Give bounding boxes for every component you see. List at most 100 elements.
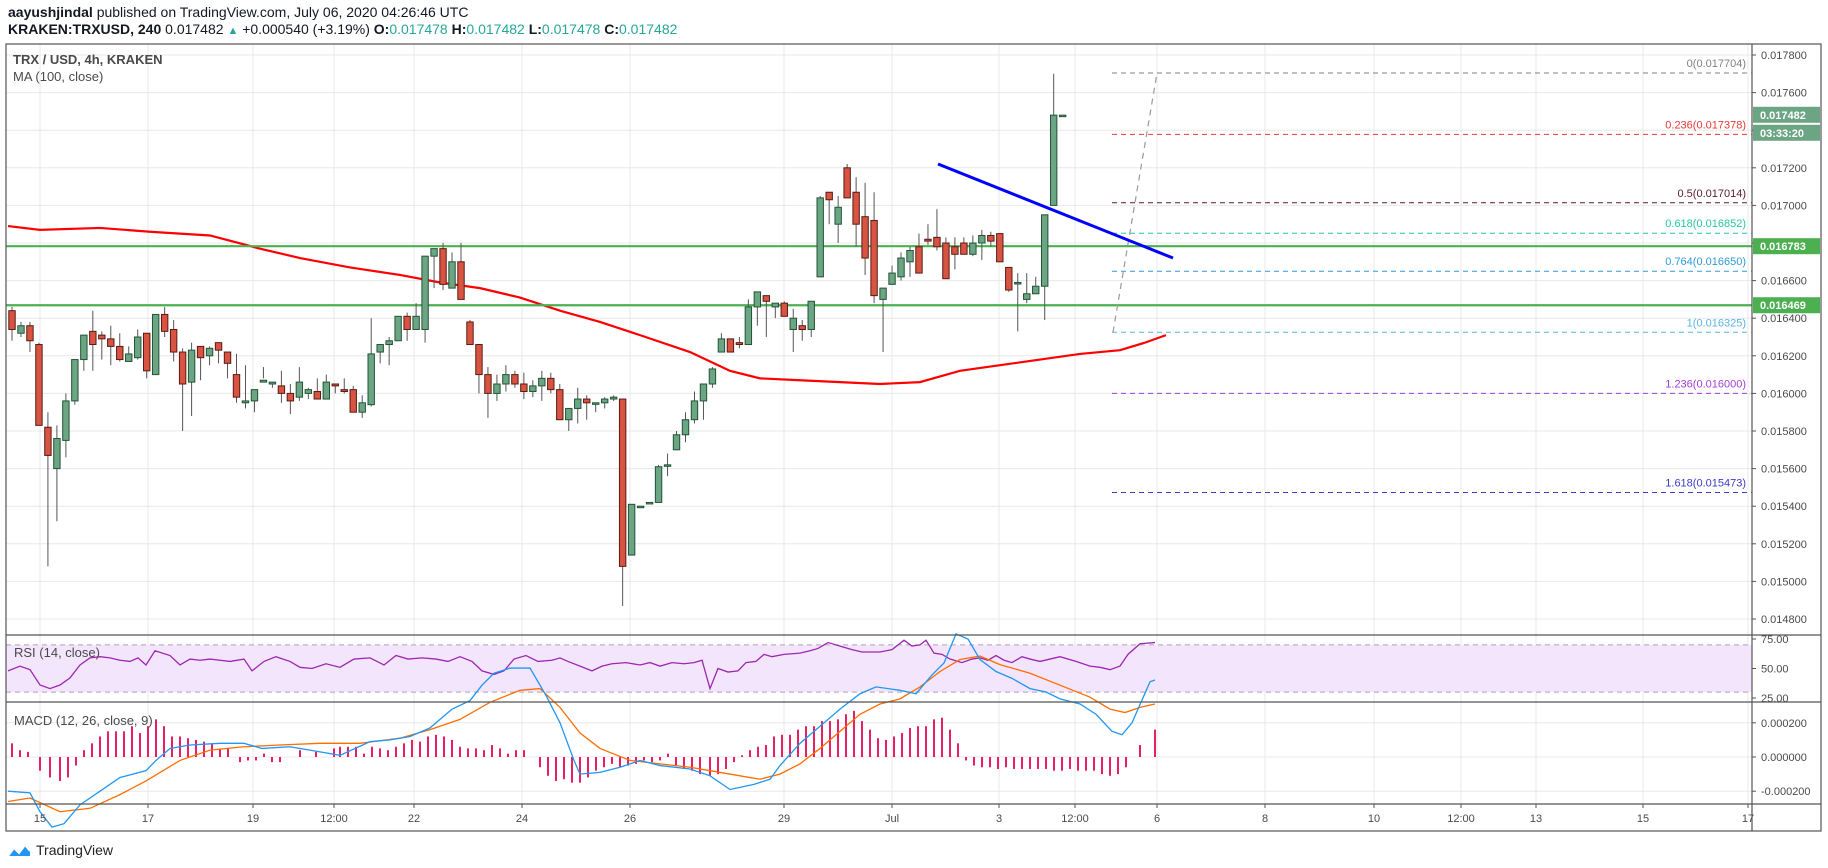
rsi-pane[interactable] (6, 639, 1752, 693)
candle[interactable] (349, 389, 357, 413)
candle[interactable] (762, 295, 771, 302)
candle[interactable] (717, 338, 726, 353)
candle[interactable] (178, 351, 187, 385)
candle[interactable] (340, 389, 348, 393)
candle[interactable] (484, 374, 492, 394)
candle[interactable] (843, 167, 851, 199)
rsi-legend[interactable]: RSI (14, close) (14, 645, 100, 660)
candle[interactable] (421, 255, 429, 330)
candle[interactable] (196, 345, 205, 359)
candle[interactable] (681, 419, 690, 436)
rsi-line[interactable] (7, 639, 1156, 691)
candle[interactable] (511, 374, 519, 385)
candle[interactable] (394, 315, 402, 342)
candle[interactable] (825, 191, 833, 201)
candle[interactable] (1005, 266, 1013, 291)
candle[interactable] (493, 383, 501, 394)
candle[interactable] (636, 505, 645, 509)
candle[interactable] (232, 374, 241, 398)
candle[interactable] (8, 310, 16, 330)
candle[interactable] (906, 250, 914, 263)
candle[interactable] (214, 342, 223, 351)
candle[interactable] (627, 503, 636, 556)
fibonacci-retracement[interactable]: 0(0.017704) 0.236(0.017378) 0.5(0.017014) 0… (1112, 58, 1752, 493)
candle[interactable] (1049, 114, 1058, 206)
candle[interactable] (1041, 214, 1049, 287)
candle[interactable] (205, 347, 214, 357)
candle[interactable] (699, 383, 708, 402)
candle[interactable] (834, 206, 842, 225)
candle[interactable] (915, 246, 923, 274)
candle[interactable] (690, 400, 699, 421)
candle[interactable] (645, 501, 654, 505)
candle[interactable] (17, 325, 25, 334)
author-name[interactable]: aayushjindal (8, 4, 93, 20)
ma100-path[interactable] (7, 224, 1167, 386)
candle[interactable] (358, 402, 366, 413)
candle[interactable] (609, 396, 618, 400)
candle[interactable] (448, 261, 456, 289)
candle[interactable] (107, 338, 115, 347)
candle[interactable] (71, 359, 79, 402)
candle[interactable] (933, 236, 941, 248)
candle[interactable] (556, 389, 564, 421)
candle[interactable] (160, 313, 169, 332)
candle[interactable] (125, 353, 133, 362)
candle[interactable] (897, 257, 905, 278)
candle[interactable] (44, 426, 52, 456)
candle[interactable] (879, 287, 887, 300)
candle[interactable] (385, 340, 393, 346)
candlestick-series[interactable] (8, 73, 1067, 606)
candle[interactable] (268, 381, 277, 385)
candle[interactable] (430, 248, 438, 257)
chart-title[interactable]: TRX / USD, 4h, KRAKEN (13, 52, 163, 67)
candle[interactable] (89, 330, 97, 346)
macd-pane[interactable] (7, 633, 1156, 828)
candle[interactable] (313, 391, 322, 400)
candle[interactable] (771, 302, 779, 308)
candle[interactable] (780, 302, 788, 317)
candle[interactable] (987, 234, 995, 242)
candle[interactable] (143, 332, 151, 372)
candle[interactable] (978, 234, 986, 244)
candle[interactable] (663, 464, 672, 467)
candle[interactable] (960, 242, 968, 255)
candle[interactable] (187, 349, 196, 383)
candle[interactable] (951, 246, 959, 255)
candle[interactable] (852, 191, 860, 225)
candle[interactable] (439, 248, 447, 285)
candle[interactable] (735, 342, 744, 346)
candle[interactable] (26, 325, 34, 342)
candle[interactable] (583, 398, 591, 404)
candle[interactable] (529, 385, 537, 393)
candle[interactable] (600, 398, 609, 404)
candle[interactable] (618, 398, 627, 567)
tradingview-logo[interactable]: TradingView (6, 842, 113, 858)
candle[interactable] (475, 344, 483, 376)
candle[interactable] (376, 344, 384, 353)
candle[interactable] (726, 338, 735, 353)
macd-signal-line[interactable] (7, 655, 1156, 813)
candle[interactable] (62, 400, 70, 441)
candle[interactable] (169, 328, 178, 353)
ma-legend[interactable]: MA (100, close) (13, 69, 104, 84)
trendline[interactable] (937, 162, 1174, 260)
candle[interactable] (888, 272, 896, 285)
candle[interactable] (753, 291, 762, 308)
candle[interactable] (1014, 281, 1022, 285)
candle[interactable] (1032, 285, 1040, 295)
candle[interactable] (403, 315, 411, 330)
candle[interactable] (98, 334, 106, 340)
macd-legend[interactable]: MACD (12, 26, close, 9) (14, 713, 153, 728)
candle[interactable] (798, 325, 806, 330)
candle[interactable] (35, 344, 43, 426)
candle[interactable] (277, 385, 286, 394)
candle[interactable] (53, 438, 61, 470)
candle[interactable] (744, 306, 753, 346)
candle[interactable] (870, 219, 878, 297)
candle[interactable] (304, 389, 313, 394)
candle[interactable] (969, 242, 977, 255)
candle[interactable] (295, 381, 304, 398)
candle[interactable] (286, 392, 295, 402)
descending-trendline[interactable] (937, 162, 1174, 260)
